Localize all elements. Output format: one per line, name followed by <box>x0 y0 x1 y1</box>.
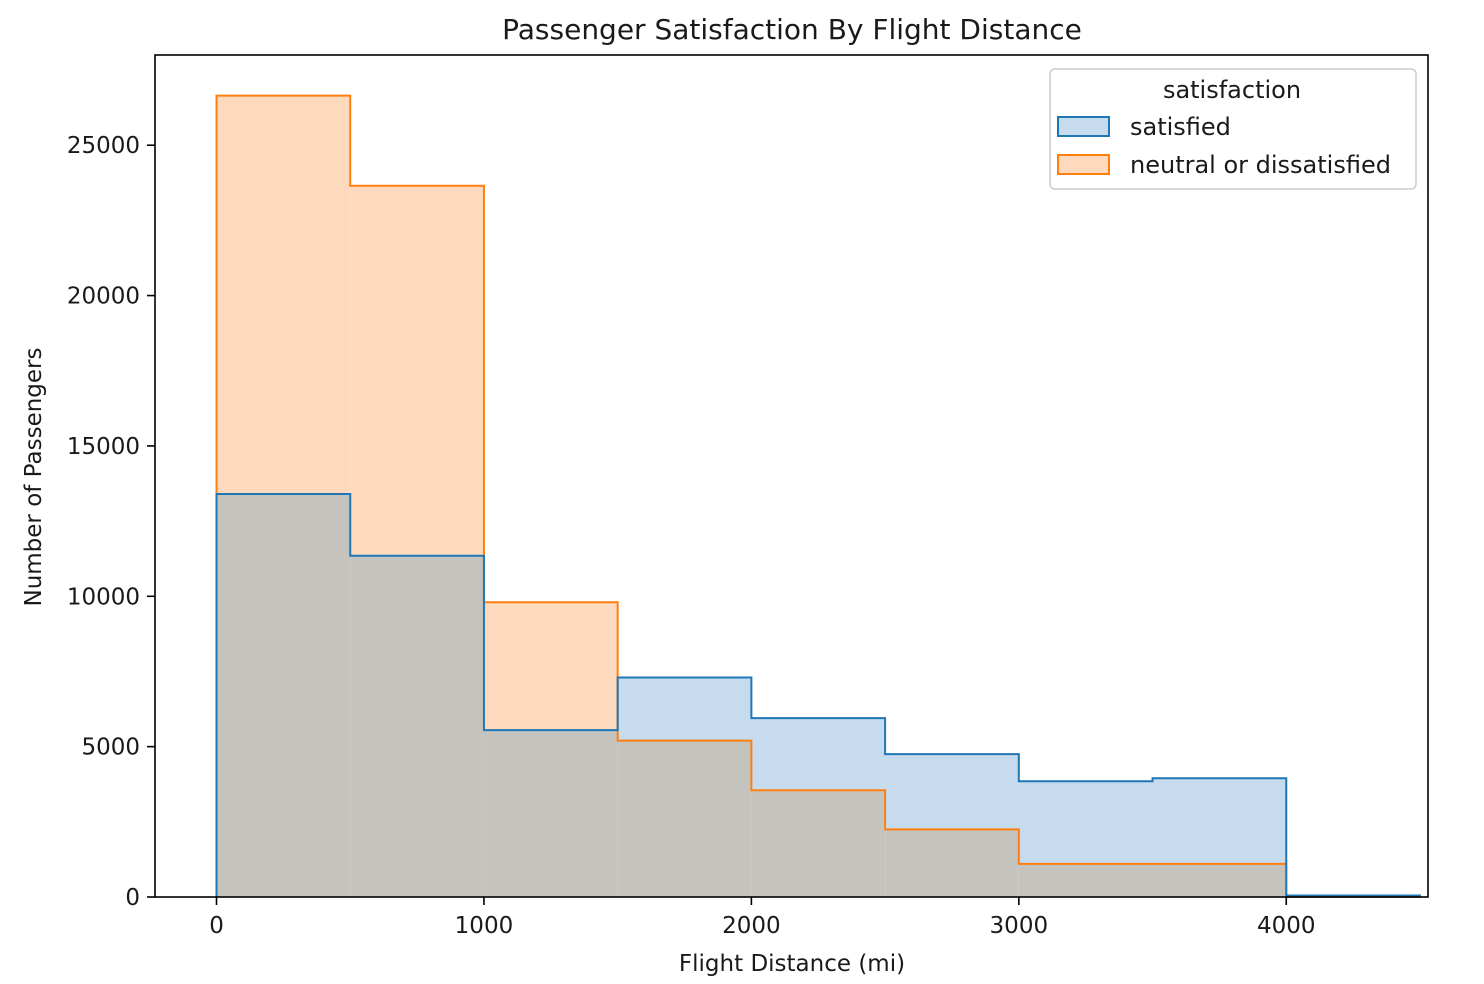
legend-label-neutral-or-dissatisfied: neutral or dissatisfied <box>1130 151 1391 179</box>
x-tick-label: 2000 <box>722 913 781 939</box>
y-tick-label: 5000 <box>81 735 140 761</box>
x-tick-label: 1000 <box>455 913 514 939</box>
y-tick-label: 10000 <box>67 584 140 610</box>
overlap-bar <box>350 555 484 897</box>
x-tick-label: 4000 <box>1257 913 1316 939</box>
bar-neutral-or-dissatisfied <box>216 95 351 495</box>
legend: satisfaction satisfied neutral or dissat… <box>1049 68 1417 190</box>
plot-area <box>215 94 1421 898</box>
legend-swatch-satisfied <box>1057 116 1110 137</box>
bar-satisfied <box>1152 778 1287 864</box>
y-tick-label: 15000 <box>67 434 140 460</box>
bar-satisfied <box>1018 781 1153 864</box>
y-tick-label: 0 <box>125 885 140 911</box>
y-tick-label: 25000 <box>67 133 140 159</box>
axes-frame <box>154 54 1429 898</box>
bar-satisfied <box>617 677 752 741</box>
x-axis-title: Flight Distance (mi) <box>679 951 905 977</box>
overlap-bar <box>1018 863 1153 897</box>
overlap-bar <box>751 790 886 897</box>
legend-swatch-neutral-or-dissatisfied <box>1057 154 1110 175</box>
overlap-bar <box>216 494 351 897</box>
x-tick-label: 3000 <box>990 913 1049 939</box>
bar-satisfied <box>751 718 886 791</box>
step-outline-neutral-or-dissatisfied <box>215 94 1420 898</box>
y-tick-label: 20000 <box>67 284 140 310</box>
overlap-bar <box>483 730 618 897</box>
bar-satisfied <box>885 754 1019 830</box>
x-tick-label: 0 <box>209 913 224 939</box>
chart-title: Passenger Satisfaction By Flight Distanc… <box>502 13 1082 46</box>
legend-label-satisfied: satisfied <box>1130 113 1231 141</box>
legend-title: satisfaction <box>1163 76 1301 104</box>
overlap-bar <box>1152 863 1287 897</box>
y-axis-title: Number of Passengers <box>21 348 47 607</box>
bar-neutral-or-dissatisfied <box>483 602 618 731</box>
step-outline-satisfied <box>215 493 1421 897</box>
bar-neutral-or-dissatisfied <box>350 185 484 556</box>
overlap-bar <box>617 740 752 897</box>
legend-frame <box>1049 68 1417 190</box>
overlap-bar <box>885 829 1019 897</box>
axes: 0 1000 2000 3000 4000 0 5000 10000 15000 20000 250… <box>67 54 1429 939</box>
